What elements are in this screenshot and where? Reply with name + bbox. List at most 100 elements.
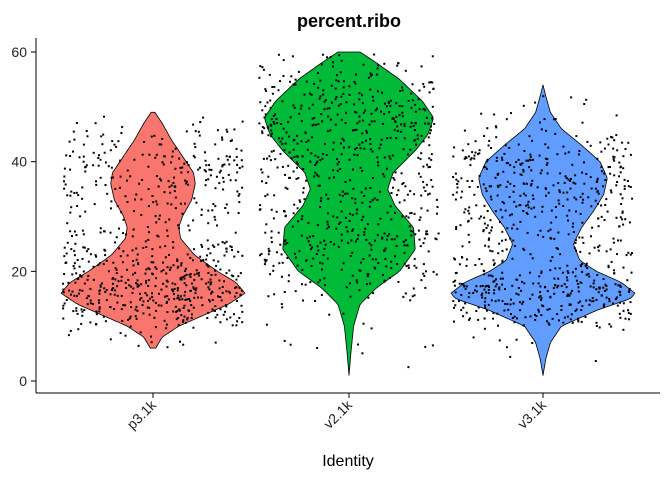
- jitter-point: [119, 175, 122, 178]
- jitter-point: [192, 123, 195, 126]
- jitter-point: [504, 302, 507, 305]
- jitter-point: [209, 252, 212, 255]
- jitter-point: [300, 120, 303, 123]
- jitter-point: [328, 177, 331, 180]
- jitter-point: [137, 344, 140, 347]
- jitter-point: [230, 274, 233, 277]
- jitter-point: [578, 236, 581, 239]
- jitter-point: [268, 73, 271, 76]
- jitter-point: [539, 229, 542, 232]
- jitter-point: [483, 222, 486, 225]
- jitter-point: [616, 304, 619, 307]
- jitter-point: [422, 83, 425, 86]
- jitter-point: [113, 143, 116, 146]
- jitter-point: [554, 206, 557, 208]
- jitter-point: [527, 200, 530, 203]
- jitter-point: [173, 190, 176, 193]
- jitter-point: [76, 295, 78, 298]
- jitter-point: [553, 237, 556, 240]
- jitter-point: [506, 162, 509, 165]
- jitter-point: [239, 293, 242, 296]
- jitter-point: [597, 192, 600, 195]
- jitter-point: [135, 317, 138, 320]
- jitter-point: [235, 324, 238, 327]
- jitter-point: [458, 282, 461, 285]
- jitter-point: [322, 152, 324, 155]
- jitter-point: [292, 170, 295, 173]
- jitter-point: [129, 325, 132, 328]
- jitter-point: [63, 180, 65, 183]
- jitter-point: [104, 320, 107, 323]
- jitter-point: [410, 212, 413, 214]
- jitter-point: [566, 191, 569, 194]
- jitter-points: [62, 53, 634, 369]
- jitter-point: [613, 159, 616, 162]
- jitter-point: [281, 100, 284, 103]
- jitter-point: [608, 323, 611, 326]
- jitter-point: [556, 286, 559, 289]
- jitter-point: [595, 321, 598, 324]
- jitter-point: [348, 158, 351, 161]
- jitter-point: [134, 315, 137, 318]
- jitter-point: [377, 223, 380, 226]
- jitter-point: [560, 305, 563, 307]
- jitter-point: [568, 294, 571, 297]
- jitter-point: [172, 290, 174, 293]
- jitter-point: [78, 289, 81, 292]
- jitter-point: [298, 112, 301, 115]
- jitter-point: [519, 194, 522, 197]
- jitter-point: [65, 252, 68, 255]
- jitter-point: [390, 238, 393, 241]
- jitter-point: [151, 195, 154, 197]
- jitter-point: [483, 327, 486, 330]
- jitter-point: [566, 293, 569, 296]
- jitter-point: [581, 121, 584, 124]
- jitter-point: [554, 132, 557, 135]
- jitter-point: [426, 163, 429, 166]
- jitter-point: [277, 89, 280, 92]
- jitter-point: [577, 301, 580, 304]
- jitter-point: [468, 206, 471, 209]
- jitter-point: [81, 229, 84, 232]
- jitter-point: [364, 109, 367, 112]
- jitter-point: [135, 282, 137, 285]
- jitter-point: [480, 294, 483, 297]
- jitter-point: [194, 292, 197, 295]
- jitter-point: [367, 76, 370, 79]
- jitter-point: [270, 124, 273, 127]
- jitter-point: [455, 271, 458, 274]
- jitter-point: [605, 198, 608, 201]
- jitter-point: [225, 155, 228, 158]
- jitter-point: [323, 277, 326, 280]
- jitter-point: [532, 198, 535, 200]
- jitter-point: [432, 87, 435, 90]
- jitter-point: [324, 284, 326, 287]
- jitter-point: [336, 169, 339, 172]
- jitter-point: [539, 121, 541, 124]
- jitter-point: [192, 306, 195, 309]
- jitter-point: [158, 214, 161, 217]
- jitter-point: [120, 279, 123, 282]
- jitter-point: [367, 223, 369, 226]
- jitter-point: [260, 168, 263, 171]
- x-axis-ticks: p3.1k v2.1k v3.1k: [124, 393, 550, 432]
- jitter-point: [532, 158, 534, 161]
- jitter-point: [509, 355, 512, 358]
- jitter-point: [76, 205, 79, 207]
- jitter-point: [549, 259, 552, 262]
- jitter-point: [487, 303, 490, 306]
- jitter-point: [497, 185, 500, 188]
- jitter-point: [504, 209, 507, 212]
- jitter-point: [549, 269, 552, 272]
- jitter-point: [219, 169, 222, 172]
- jitter-point: [312, 235, 315, 238]
- jitter-point: [597, 246, 600, 249]
- jitter-point: [241, 321, 244, 324]
- jitter-point: [164, 256, 167, 259]
- jitter-point: [82, 155, 85, 158]
- jitter-point: [501, 259, 504, 262]
- jitter-point: [212, 259, 215, 262]
- jitter-point: [511, 213, 513, 216]
- jitter-point: [618, 175, 621, 178]
